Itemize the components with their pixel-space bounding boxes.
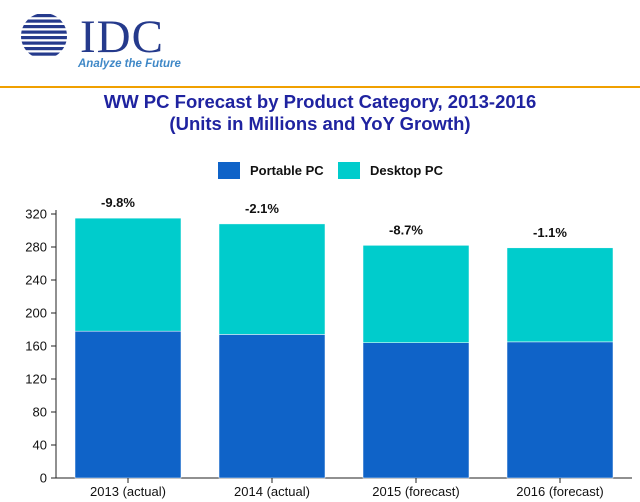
chart-title: WW PC Forecast by Product Category, 2013… <box>103 91 537 112</box>
header-banner: IDC Analyze the Future <box>0 0 640 86</box>
y-tick-label: 320 <box>25 207 47 222</box>
legend-swatch-portable <box>218 161 240 179</box>
bar-portable-pc <box>218 334 326 479</box>
x-tick-label: 2016 (forecast) <box>516 484 603 499</box>
globe-icon <box>21 14 67 56</box>
bar-portable-pc <box>74 330 182 479</box>
legend-swatch-desktop <box>338 161 360 179</box>
chart-title-block: WW PC Forecast by Product Category, 2013… <box>0 91 640 135</box>
x-tick-label: 2015 (forecast) <box>372 484 459 499</box>
y-tick-label: 80 <box>33 405 47 420</box>
idc-logo: IDC Analyze the Future <box>14 6 214 76</box>
y-tick-label: 240 <box>25 273 47 288</box>
chart-legend: Portable PC Desktop PC <box>0 160 640 180</box>
bar-desktop-pc <box>362 245 470 343</box>
legend-item-portable: Portable PC <box>218 160 324 180</box>
y-tick-label: 160 <box>25 339 47 354</box>
y-tick-label: 280 <box>25 240 47 255</box>
chart-panel: WW PC Forecast by Product Category, 2013… <box>0 88 640 502</box>
chart-plot: 0 40 80 120 160 200 240 280 320 -9.8% 2013 (actual… <box>25 195 632 499</box>
growth-annotation: -2.1% <box>245 201 279 216</box>
header-divider <box>0 86 640 88</box>
growth-annotation: -8.7% <box>389 222 423 237</box>
legend-label-desktop: Desktop PC <box>370 162 443 178</box>
bar-portable-pc <box>362 342 470 479</box>
y-tick-label: 0 <box>40 471 47 486</box>
y-tick-label: 200 <box>25 306 47 321</box>
growth-annotation: -1.1% <box>533 225 567 240</box>
logo-brand-text: IDC <box>80 11 164 63</box>
legend-label-portable: Portable PC <box>250 162 324 178</box>
growth-annotation: -9.8% <box>101 195 135 210</box>
bar-desktop-pc <box>218 223 326 335</box>
logo-tagline: Analyze the Future <box>78 58 181 70</box>
x-tick-label: 2014 (actual) <box>234 484 310 499</box>
bar-portable-pc <box>506 341 614 479</box>
x-tick-label: 2013 (actual) <box>90 484 166 499</box>
chart-subtitle: (Units in Millions and YoY Growth) <box>169 113 471 134</box>
legend-item-desktop: Desktop PC <box>338 160 443 180</box>
y-tick-label: 120 <box>25 372 47 387</box>
bar-desktop-pc <box>74 217 182 332</box>
y-tick-label: 40 <box>33 438 47 453</box>
bar-desktop-pc <box>506 247 614 343</box>
